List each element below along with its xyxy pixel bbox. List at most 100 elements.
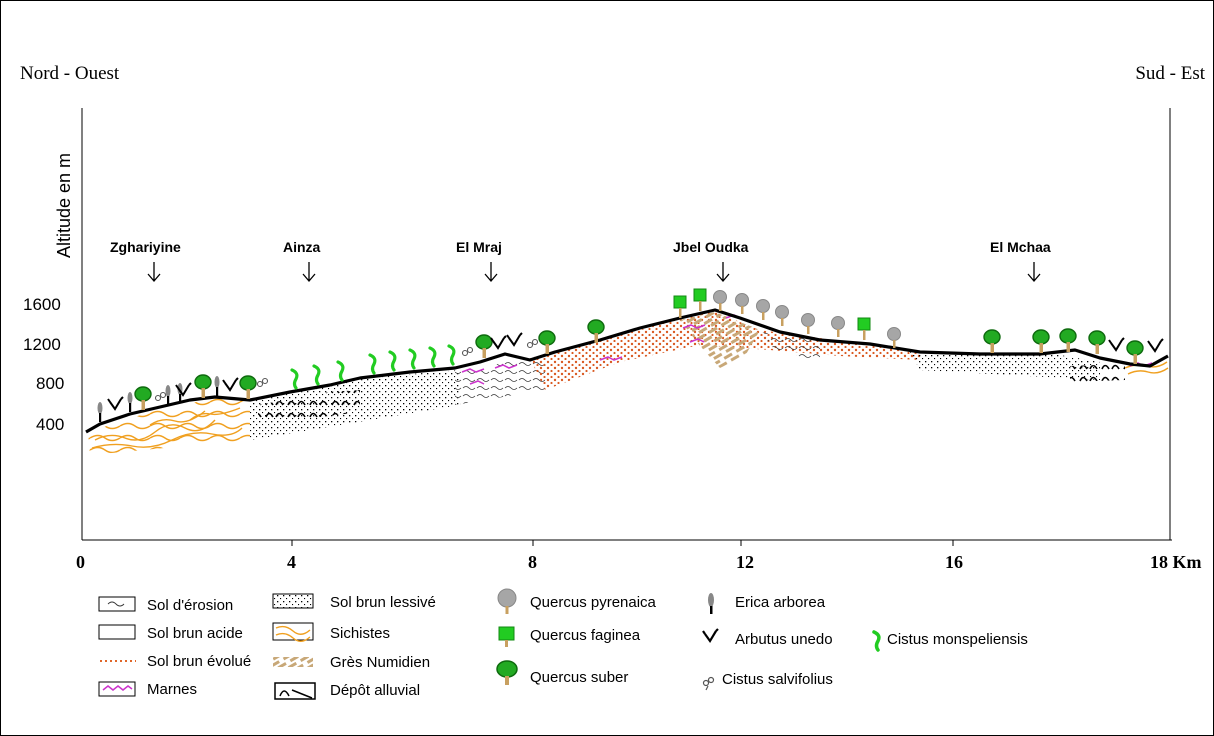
leached-brown-soil-swatch xyxy=(272,593,314,609)
acid-brown-soil-swatch xyxy=(98,624,136,640)
y-axis-ticks: 1600 1200 800 400 xyxy=(23,295,64,434)
arbutus-unedo-icon xyxy=(222,377,239,392)
arbutus-unedo-icon xyxy=(702,628,719,644)
legend-label-sol-erosion: Sol d'érosion xyxy=(147,597,233,614)
quercus-suber-icon xyxy=(1032,329,1050,353)
x-tick-8: 8 xyxy=(528,552,537,572)
x-tick-18: 18 Km xyxy=(1150,552,1202,572)
legend-label-depot-alluvial: Dépôt alluvial xyxy=(330,682,420,699)
schist-layer xyxy=(88,398,250,455)
legend-label-sol-brun-acide: Sol brun acide xyxy=(147,625,243,642)
arbutus-unedo-icon xyxy=(1108,337,1125,352)
legend-label-gres-numidien: Grès Numidien xyxy=(330,654,430,671)
quercus-pyrenaica-icon xyxy=(713,290,727,311)
arrow-icon xyxy=(484,262,498,282)
y-axis-label: Altitude en m xyxy=(54,153,74,258)
cistus-monspeliensis-icon xyxy=(368,353,377,375)
ground-surface-line xyxy=(85,308,1169,434)
locality-ainza: Ainza xyxy=(283,239,321,255)
locality-zghariyine: Zghariyine xyxy=(110,239,181,255)
orientation-left: Nord - Ouest xyxy=(20,63,120,84)
quercus-pyrenaica-icon xyxy=(756,299,770,320)
quercus-pyrenaica-icon xyxy=(831,316,845,337)
locality-el-mraj: El Mraj xyxy=(456,239,502,255)
quercus-pyrenaica-icon xyxy=(497,588,517,614)
quercus-suber-icon xyxy=(194,374,212,398)
arbutus-unedo-icon xyxy=(175,382,192,397)
cistus-salvifolius-icon xyxy=(461,346,474,357)
cistus-monspeliensis-icon xyxy=(336,360,345,382)
legend: Sol d'érosion Sol brun acide Sol brun év… xyxy=(98,588,1028,700)
leached-soil-layer xyxy=(250,370,460,440)
arrow-icon xyxy=(1027,262,1041,282)
erica-arborea-icon xyxy=(708,593,714,614)
y-tick-1200: 1200 xyxy=(23,335,61,354)
legend-label-cistus-salvifolius: Cistus salvifolius xyxy=(722,671,833,688)
quercus-suber-icon xyxy=(983,329,1001,353)
cistus-monspeliensis-icon xyxy=(290,368,299,390)
leached-soil-layer-east xyxy=(910,352,1100,380)
y-tick-1600: 1600 xyxy=(23,295,61,314)
legend-label-quercus-suber: Quercus suber xyxy=(530,669,628,686)
cistus-salvifolius-icon xyxy=(526,338,539,349)
numidian-sandstone-swatch xyxy=(273,657,313,667)
locality-arrows xyxy=(147,262,1041,282)
cistus-salvifolius-icon xyxy=(256,377,269,388)
cistus-monspeliensis-icon xyxy=(872,630,881,652)
locality-el-mchaa: El Mchaa xyxy=(990,239,1051,255)
legend-label-quercus-faginea: Quercus faginea xyxy=(530,627,641,644)
x-axis-ticks: 0 4 8 12 16 18 Km xyxy=(76,552,1202,572)
cistus-monspeliensis-icon xyxy=(312,364,321,386)
vegetation-symbols xyxy=(97,288,1164,422)
marl-lines-west xyxy=(461,364,518,385)
alluvial-layer-east xyxy=(1070,364,1125,382)
quercus-faginea-icon xyxy=(693,288,707,311)
x-tick-12: 12 xyxy=(736,552,754,572)
erica-arborea-icon xyxy=(214,376,220,396)
erosion-soil-layer-east xyxy=(760,332,820,362)
quercus-faginea-icon xyxy=(857,317,871,340)
legend-label-sichistes: Sichistes xyxy=(330,625,390,642)
quercus-suber-icon xyxy=(1126,340,1144,364)
locality-jbel-oudka: Jbel Oudka xyxy=(673,239,749,255)
erica-arborea-icon xyxy=(97,402,103,422)
sandstone-layer xyxy=(680,312,760,368)
arbutus-unedo-icon xyxy=(107,396,124,411)
cistus-monspeliensis-icon xyxy=(428,346,437,368)
erica-arborea-icon xyxy=(127,392,133,412)
x-tick-16: 16 xyxy=(945,552,963,572)
arbutus-unedo-icon xyxy=(1147,338,1164,353)
quercus-suber-icon xyxy=(538,330,556,354)
legend-label-erica-arborea: Erica arborea xyxy=(735,594,826,611)
quercus-pyrenaica-icon xyxy=(801,313,815,334)
schist-curves xyxy=(91,407,243,449)
arrow-icon xyxy=(147,262,161,282)
quercus-pyrenaica-icon xyxy=(775,305,789,326)
legend-label-sol-brun-evolue: Sol brun évolué xyxy=(147,653,251,670)
arrow-icon xyxy=(302,262,316,282)
locality-labels: Zghariyine Ainza El Mraj Jbel Oudka El M… xyxy=(110,239,1051,255)
cistus-salvifolius-icon xyxy=(702,676,715,691)
cistus-monspeliensis-icon xyxy=(408,348,417,370)
orientation-right: Sud - Est xyxy=(1135,63,1205,84)
quercus-suber-icon xyxy=(475,334,493,358)
quercus-suber-icon xyxy=(1059,328,1077,352)
erosion-soil-swatch xyxy=(98,596,136,612)
cistus-monspeliensis-icon xyxy=(388,350,397,372)
legend-label-arbutus-unedo: Arbutus unedo xyxy=(735,631,833,648)
cistus-monspeliensis-icon xyxy=(447,344,456,366)
arbutus-unedo-icon xyxy=(490,335,507,350)
x-tick-4: 4 xyxy=(287,552,296,572)
quercus-faginea-icon xyxy=(673,295,687,318)
legend-label-sol-brun-lessive: Sol brun lessivé xyxy=(330,594,436,611)
quercus-pyrenaica-icon xyxy=(887,327,901,348)
quercus-suber-icon xyxy=(1088,330,1106,354)
y-tick-400: 400 xyxy=(36,415,64,434)
quercus-suber-icon xyxy=(239,375,257,399)
quercus-faginea-icon xyxy=(498,626,515,647)
x-tick-marks xyxy=(291,540,954,546)
legend-label-cistus-monspeliensis: Cistus monspeliensis xyxy=(887,631,1028,648)
cistus-salvifolius-icon xyxy=(154,391,167,402)
arbutus-unedo-icon xyxy=(506,332,523,347)
